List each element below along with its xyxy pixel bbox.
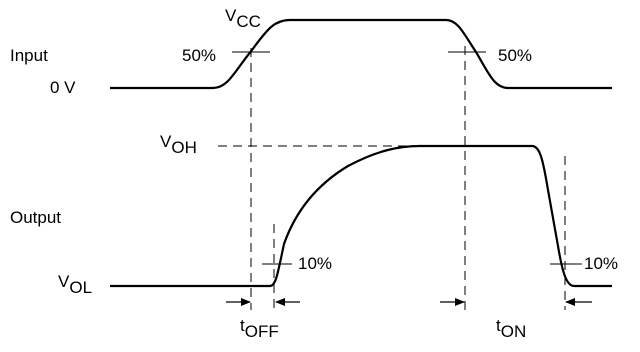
input-label: Input: [10, 46, 48, 65]
ton-label: tON: [496, 316, 527, 341]
dashed-guides: [218, 46, 566, 310]
output-threshold-rise-label: 10%: [298, 254, 333, 273]
vol-label: VOL: [58, 272, 93, 297]
voh-label: VOH: [160, 132, 197, 157]
vcc-label: VCC: [225, 6, 261, 31]
output-threshold-fall-label: 10%: [584, 254, 619, 273]
output-waveform: [110, 144, 612, 288]
input-threshold-rise-label: 50%: [182, 46, 217, 65]
input-waveform: [110, 18, 612, 90]
zero-volt-label: 0 V: [50, 78, 76, 97]
input-threshold-fall-label: 50%: [498, 46, 533, 65]
output-label: Output: [10, 208, 62, 227]
toff-label: tOFF: [240, 316, 279, 341]
threshold-ticks: [232, 51, 582, 265]
